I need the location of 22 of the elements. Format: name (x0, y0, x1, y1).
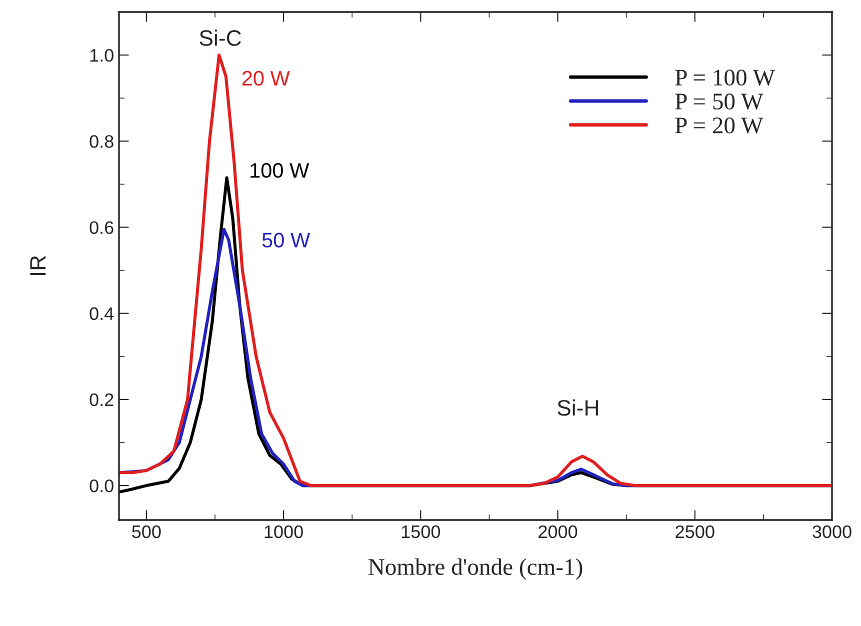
y-tick-label: 0.4 (90, 307, 114, 320)
y-tick-label: 1.0 (90, 48, 114, 62)
x-tick-label: 2500 (676, 525, 714, 538)
annotation: 20 W (242, 70, 290, 86)
y-tick-label: 0.6 (90, 221, 114, 234)
annotation: 50 W (262, 232, 310, 248)
annotation: Si-H (558, 399, 598, 416)
annotation: 100 W (250, 163, 310, 178)
legend-label: P = 50 W (675, 94, 764, 110)
y-tick-label: 0.8 (90, 135, 114, 148)
x-tick-label: 2000 (538, 525, 578, 538)
annotation: Si-C (200, 30, 242, 46)
y-tick-label: 0.0 (90, 479, 114, 492)
x-tick-label: 1000 (264, 525, 303, 538)
legend-label: P = 20 W (675, 117, 764, 134)
y-axis-title: IR (30, 256, 46, 276)
x-tick-label: 500 (132, 525, 161, 538)
legend-label: P = 100 W (675, 70, 776, 86)
x-tick-label: 3000 (812, 525, 852, 538)
x-tick-label: 1500 (402, 525, 440, 538)
y-tick-label: 0.2 (90, 393, 114, 406)
x-axis-title: Nombre d'onde (cm-1) (368, 558, 582, 580)
